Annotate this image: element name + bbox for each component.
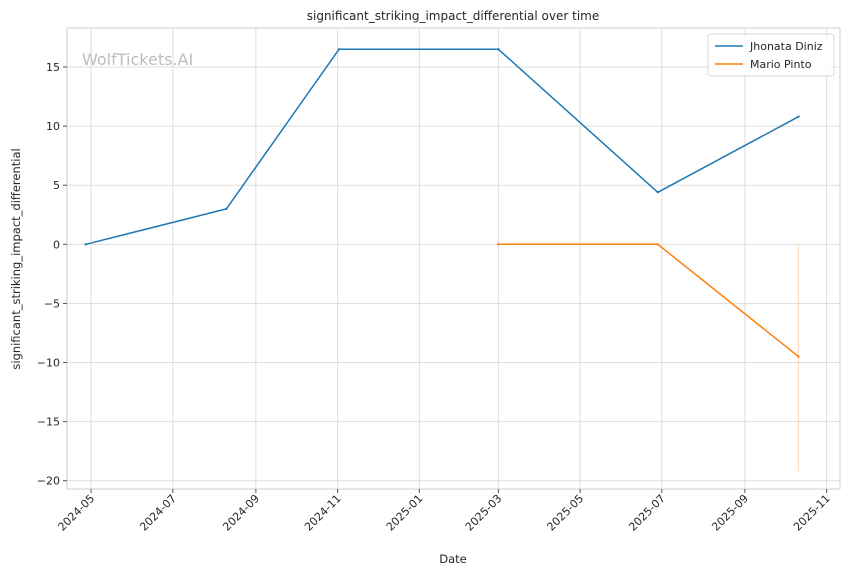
x-axis-ticks: 2024-05 2024-07 2024-09 2024-11 2025-01 2025-…	[56, 489, 833, 534]
legend: Jhonata Diniz Mario Pinto	[707, 33, 835, 77]
y-tick-label: 0	[53, 238, 60, 251]
x-tick-label: 2025-11	[791, 492, 833, 534]
data-point-jhonata-diniz	[656, 191, 660, 194]
x-tick-label: 2025-09	[709, 492, 751, 534]
y-tick-label: −20	[37, 475, 60, 488]
y-axis-ticks: 15 10 5 0 −5 −10 −15 −20	[37, 61, 67, 488]
data-point-jhonata-diniz	[337, 48, 341, 51]
data-point-mario-pinto	[797, 355, 800, 358]
legend-box	[707, 33, 835, 77]
y-tick-label: −5	[44, 297, 60, 310]
y-tick-label: −10	[37, 357, 60, 370]
x-tick-label: 2025-05	[545, 492, 587, 534]
data-point-jhonata-diniz	[797, 115, 800, 118]
data-point-jhonata-diniz	[84, 243, 87, 246]
x-tick-label: 2024-09	[220, 492, 262, 534]
x-tick-label: 2025-03	[463, 492, 505, 534]
data-point-jhonata-diniz	[497, 48, 500, 51]
series-line-jhonata-diniz	[85, 48, 799, 246]
watermark-text: WolfTickets.AI	[82, 50, 193, 69]
x-tick-label: 2025-01	[384, 492, 426, 534]
x-tick-label: 2024-07	[137, 492, 179, 534]
y-tick-label: −15	[37, 416, 60, 429]
y-tick-label: 15	[46, 61, 60, 74]
series-layer	[84, 48, 800, 472]
x-tick-label: 2024-11	[302, 492, 344, 534]
plot-area	[66, 27, 841, 490]
x-tick-label: 2024-05	[56, 492, 98, 534]
chart-title: significant_striking_impact_differential…	[307, 9, 599, 23]
y-tick-label: 5	[53, 179, 60, 192]
legend-label-mario-pinto: Mario Pinto	[750, 58, 812, 71]
data-point-jhonata-diniz	[225, 207, 228, 211]
data-point-mario-pinto	[497, 243, 500, 246]
legend-label-jhonata-diniz: Jhonata Diniz	[749, 40, 823, 53]
y-tick-label: 10	[46, 120, 60, 133]
data-point-mario-pinto	[656, 243, 660, 246]
grid	[67, 28, 840, 489]
y-axis-title: significant_striking_impact_differential	[9, 148, 23, 369]
x-tick-label: 2025-07	[626, 492, 668, 534]
x-axis-title: Date	[439, 552, 467, 566]
